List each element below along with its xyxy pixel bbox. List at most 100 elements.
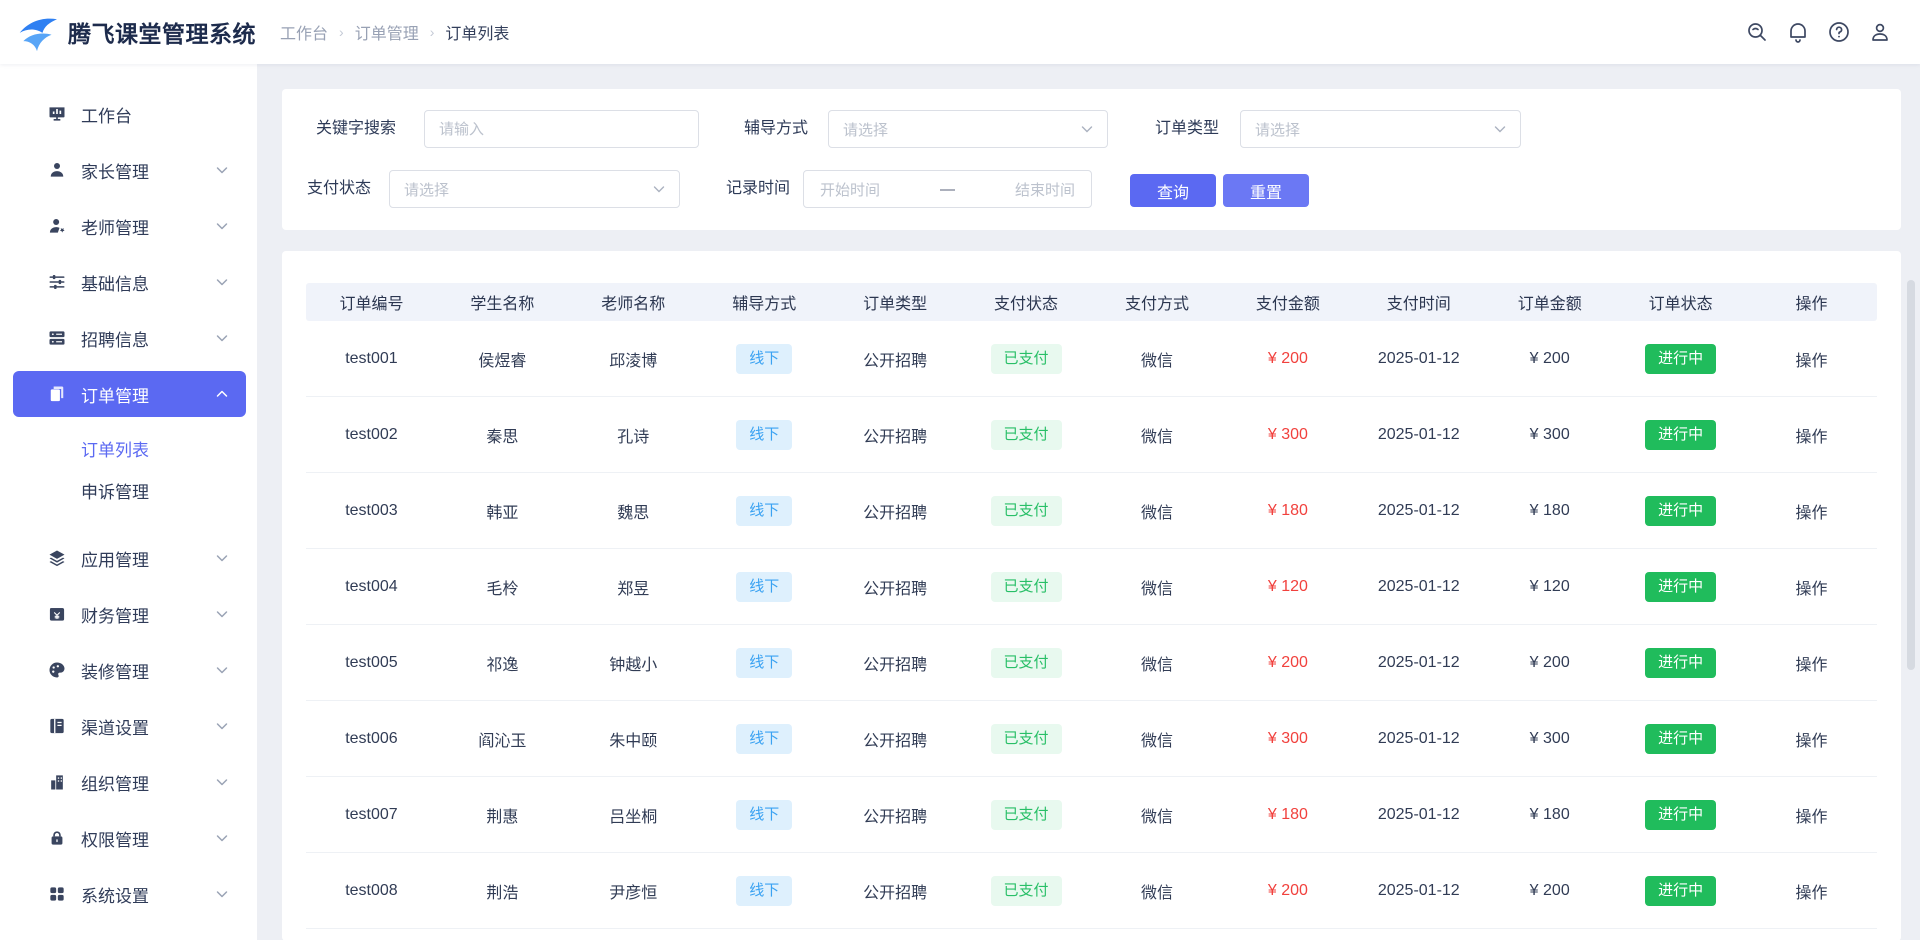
cell-pay-amount: ¥ 300 <box>1222 426 1353 444</box>
order-type-select[interactable]: 请选择 <box>1240 110 1521 148</box>
tutor-mode-tag: 线下 <box>736 875 793 906</box>
order-status-tag: 进行中 <box>1645 343 1717 374</box>
cell-pay-status: 已支付 <box>961 723 1092 754</box>
tutor-mode-tag: 线下 <box>736 495 793 526</box>
cell-teacher: 吕坐桐 <box>609 808 658 826</box>
cell-order-status: 进行中 <box>1615 419 1746 450</box>
sidebar-item-basic-info[interactable]: 基础信息 <box>13 259 246 305</box>
tutor-mode-select[interactable]: 请选择 <box>828 110 1108 148</box>
cell-pay-amount: ¥ 200 <box>1222 654 1353 672</box>
sidebar-item-recruit-info[interactable]: 招聘信息 <box>13 315 246 361</box>
pay-amount-value: ¥ 180 <box>1267 805 1308 823</box>
order-type-placeholder: 请选择 <box>1255 121 1301 139</box>
record-time-range-picker[interactable]: 开始时间 — 结束时间 <box>803 170 1092 208</box>
row-action-link[interactable]: 操作 <box>1795 656 1828 674</box>
chevron-down-icon <box>651 181 667 197</box>
cell-student: 阎沁玉 <box>478 732 527 750</box>
cell-order-status: 进行中 <box>1615 571 1746 602</box>
pay-status-select[interactable]: 请选择 <box>389 170 680 208</box>
record-time-label: 记录时间 <box>726 180 791 197</box>
sidebar-item-permissions[interactable]: 权限管理 <box>13 815 246 861</box>
cell-order-status: 进行中 <box>1615 875 1746 906</box>
search-button[interactable]: 查询 <box>1130 174 1216 207</box>
sidebar-item-label: 渠道设置 <box>81 718 149 738</box>
breadcrumb-separator: › <box>429 24 435 40</box>
app-logo: 腾飞课堂管理系统 <box>0 12 256 52</box>
main-content: 关键字搜索 辅导方式 请选择 订单类型 请选择 支付状态 请选择 记录时间 开始… <box>257 64 1920 940</box>
column-header-8: 支付金额 <box>1255 296 1320 313</box>
sidebar-item-organization[interactable]: 组织管理 <box>13 759 246 805</box>
table-row: test003 韩亚 魏思 线下 公开招聘 已支付 微信 ¥ 180 2025-01-12 ¥ 1… <box>306 473 1877 549</box>
row-action-link[interactable]: 操作 <box>1795 428 1828 446</box>
sidebar-item-parents[interactable]: 家长管理 <box>13 147 246 193</box>
cell-tutor-mode: 线下 <box>699 495 830 526</box>
sidebar-subitem-appeals[interactable]: 申诉管理 <box>81 482 149 502</box>
cell-pay-time: 2025-01-12 <box>1377 881 1460 899</box>
chevron-down-icon <box>214 718 230 734</box>
sidebar-item-orders[interactable]: 订单管理 <box>13 371 246 417</box>
cell-order-amount: ¥ 180 <box>1529 805 1570 823</box>
cell-order-type: 公开招聘 <box>863 732 928 750</box>
breadcrumb-item-2[interactable]: 订单管理 <box>354 26 419 43</box>
cell-pay-time: 2025-01-12 <box>1377 653 1460 671</box>
notification-bell-icon[interactable] <box>1786 20 1810 44</box>
cell-teacher: 邱淩博 <box>609 352 658 370</box>
sidebar-item-label: 基础信息 <box>81 274 149 294</box>
cell-pay-method: 微信 <box>1140 352 1173 370</box>
row-action-link[interactable]: 操作 <box>1795 352 1828 370</box>
search-icon[interactable] <box>1745 20 1769 44</box>
pay-status-tag: 已支付 <box>990 495 1062 526</box>
sidebar-item-label: 系统设置 <box>81 886 149 906</box>
sidebar-item-label: 装修管理 <box>81 662 149 682</box>
palette-icon <box>47 660 67 680</box>
sidebar-item-system[interactable]: 系统设置 <box>13 871 246 917</box>
cell-order-status: 进行中 <box>1615 343 1746 374</box>
table-row: test005 祁逸 钟越小 线下 公开招聘 已支付 微信 ¥ 200 2025-01-12 ¥ … <box>306 625 1877 701</box>
pay-status-label: 支付状态 <box>307 180 372 197</box>
order-status-tag: 进行中 <box>1645 647 1717 678</box>
sidebar-item-decoration[interactable]: 装修管理 <box>13 647 246 693</box>
sidebar-subitem-order-list[interactable]: 订单列表 <box>81 440 149 460</box>
reset-button[interactable]: 重置 <box>1223 174 1309 207</box>
sidebar-item-apps[interactable]: 应用管理 <box>13 535 246 581</box>
cell-pay-amount: ¥ 120 <box>1222 578 1353 596</box>
sidebar-item-channels[interactable]: 渠道设置 <box>13 703 246 749</box>
row-action-link[interactable]: 操作 <box>1795 884 1828 902</box>
sidebar-item-workbench[interactable]: 工作台 <box>13 91 246 137</box>
cell-tutor-mode: 线下 <box>699 723 830 754</box>
user-icon[interactable] <box>1868 20 1892 44</box>
row-action-link[interactable]: 操作 <box>1795 732 1828 750</box>
pay-status-placeholder: 请选择 <box>404 181 450 199</box>
column-header-4: 辅导方式 <box>732 296 797 313</box>
keyword-input[interactable] <box>424 110 699 148</box>
cell-action: 操作 <box>1746 803 1877 827</box>
end-time-placeholder: 结束时间 <box>1014 181 1075 199</box>
breadcrumb-item-1[interactable]: 工作台 <box>280 26 329 43</box>
row-action-link[interactable]: 操作 <box>1795 504 1828 522</box>
cell-action: 操作 <box>1746 727 1877 751</box>
cell-teacher: 魏思 <box>617 504 650 522</box>
cell-order-no: test007 <box>345 805 398 823</box>
cell-pay-method: 微信 <box>1140 580 1173 598</box>
cell-order-status: 进行中 <box>1615 495 1746 526</box>
cell-order-type: 公开招聘 <box>863 656 928 674</box>
page-scrollbar-thumb[interactable] <box>1907 280 1915 670</box>
column-header-12: 操作 <box>1795 296 1828 313</box>
cell-pay-amount: ¥ 180 <box>1222 806 1353 824</box>
column-header-2: 学生名称 <box>470 296 535 313</box>
row-action-link[interactable]: 操作 <box>1795 580 1828 598</box>
table-row: test001 侯煜睿 邱淩博 线下 公开招聘 已支付 微信 ¥ 200 2025-01-12 ¥… <box>306 321 1877 397</box>
cell-tutor-mode: 线下 <box>699 647 830 678</box>
cell-action: 操作 <box>1746 879 1877 903</box>
lock-icon <box>47 828 67 848</box>
row-action-link[interactable]: 操作 <box>1795 808 1828 826</box>
pay-status-tag: 已支付 <box>990 343 1062 374</box>
cell-student: 毛柃 <box>486 580 519 598</box>
pay-status-tag: 已支付 <box>990 799 1062 830</box>
cell-order-amount: ¥ 180 <box>1529 501 1570 519</box>
sidebar-item-finance[interactable]: 财务管理 <box>13 591 246 637</box>
cell-teacher: 尹彦恒 <box>609 884 658 902</box>
help-icon[interactable] <box>1827 20 1851 44</box>
sidebar-item-teachers[interactable]: 老师管理 <box>13 203 246 249</box>
breadcrumb-separator: › <box>339 24 344 40</box>
